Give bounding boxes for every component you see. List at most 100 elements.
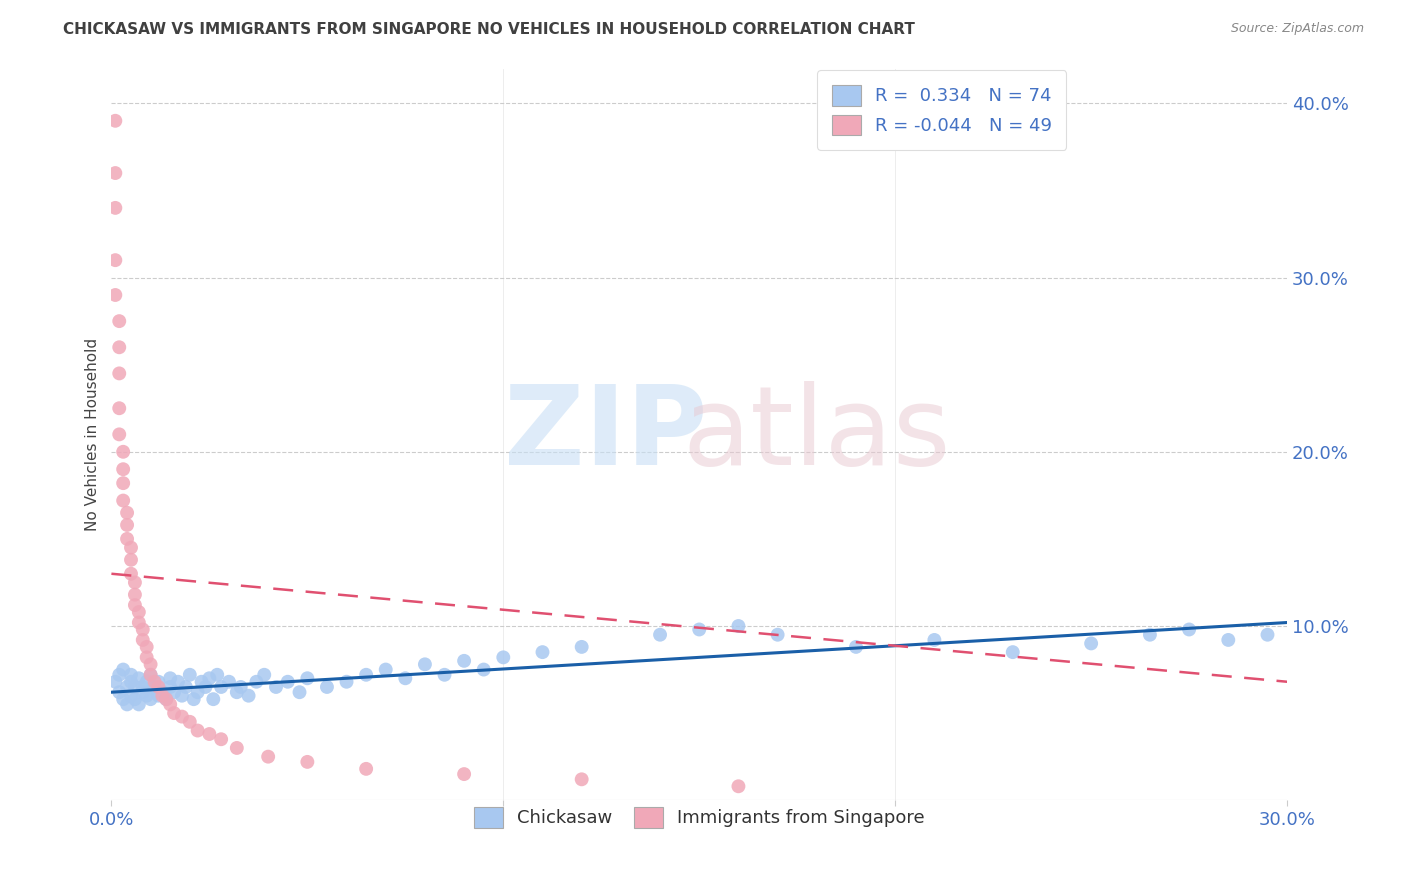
Point	[727, 779, 749, 793]
Point	[264, 680, 287, 694]
Point	[120, 689, 142, 703]
Point	[143, 680, 166, 694]
Point	[124, 680, 146, 694]
Point	[163, 706, 186, 720]
Point	[187, 723, 209, 738]
Point	[139, 657, 162, 672]
Point	[104, 253, 127, 268]
Point	[209, 732, 232, 747]
Point	[205, 667, 228, 681]
Point	[124, 692, 146, 706]
Point	[148, 680, 170, 694]
Point	[115, 698, 138, 712]
Point	[335, 674, 357, 689]
Point	[132, 680, 155, 694]
Point	[120, 667, 142, 681]
Point	[297, 755, 319, 769]
Point	[104, 201, 127, 215]
Point	[124, 575, 146, 590]
Point	[170, 709, 193, 723]
Point	[124, 598, 146, 612]
Point	[218, 674, 240, 689]
Point	[143, 674, 166, 689]
Point	[472, 663, 495, 677]
Point	[209, 680, 232, 694]
Point	[374, 663, 396, 677]
Point	[170, 689, 193, 703]
Point	[120, 674, 142, 689]
Point	[104, 674, 127, 689]
Point	[253, 667, 276, 681]
Point	[112, 493, 135, 508]
Point	[257, 749, 280, 764]
Text: CHICKASAW VS IMMIGRANTS FROM SINGAPORE NO VEHICLES IN HOUSEHOLD CORRELATION CHAR: CHICKASAW VS IMMIGRANTS FROM SINGAPORE N…	[63, 22, 915, 37]
Point	[766, 628, 789, 642]
Point	[225, 685, 247, 699]
Point	[492, 650, 515, 665]
Point	[108, 401, 131, 416]
Text: Source: ZipAtlas.com: Source: ZipAtlas.com	[1230, 22, 1364, 36]
Point	[1001, 645, 1024, 659]
Point	[128, 671, 150, 685]
Point	[179, 667, 201, 681]
Point	[688, 623, 710, 637]
Point	[433, 667, 456, 681]
Point	[229, 680, 252, 694]
Point	[128, 615, 150, 630]
Point	[132, 632, 155, 647]
Point	[1256, 628, 1278, 642]
Point	[108, 314, 131, 328]
Point	[354, 762, 377, 776]
Point	[132, 685, 155, 699]
Point	[179, 714, 201, 729]
Point	[108, 427, 131, 442]
Point	[238, 689, 260, 703]
Point	[167, 674, 190, 689]
Point	[316, 680, 339, 694]
Point	[115, 518, 138, 533]
Point	[128, 698, 150, 712]
Point	[194, 680, 217, 694]
Point	[120, 566, 142, 581]
Point	[174, 680, 197, 694]
Point	[1218, 632, 1240, 647]
Text: atlas: atlas	[682, 381, 950, 488]
Point	[1080, 636, 1102, 650]
Point	[112, 444, 135, 458]
Point	[120, 553, 142, 567]
Point	[159, 680, 181, 694]
Point	[115, 532, 138, 546]
Point	[297, 671, 319, 685]
Point	[120, 541, 142, 555]
Point	[139, 667, 162, 681]
Point	[198, 671, 221, 685]
Point	[571, 772, 593, 787]
Point	[104, 166, 127, 180]
Point	[155, 692, 177, 706]
Point	[112, 476, 135, 491]
Point	[845, 640, 868, 654]
Text: ZIP: ZIP	[503, 381, 707, 488]
Point	[108, 340, 131, 354]
Point	[1178, 623, 1201, 637]
Point	[108, 367, 131, 381]
Point	[163, 685, 186, 699]
Point	[135, 640, 157, 654]
Y-axis label: No Vehicles in Household: No Vehicles in Household	[86, 338, 100, 531]
Point	[183, 692, 205, 706]
Point	[108, 685, 131, 699]
Point	[132, 623, 155, 637]
Point	[453, 767, 475, 781]
Point	[112, 692, 135, 706]
Point	[135, 650, 157, 665]
Point	[115, 680, 138, 694]
Point	[531, 645, 554, 659]
Point	[648, 628, 671, 642]
Point	[413, 657, 436, 672]
Point	[104, 113, 127, 128]
Point	[135, 674, 157, 689]
Point	[150, 685, 173, 699]
Point	[155, 692, 177, 706]
Point	[225, 741, 247, 756]
Point	[453, 654, 475, 668]
